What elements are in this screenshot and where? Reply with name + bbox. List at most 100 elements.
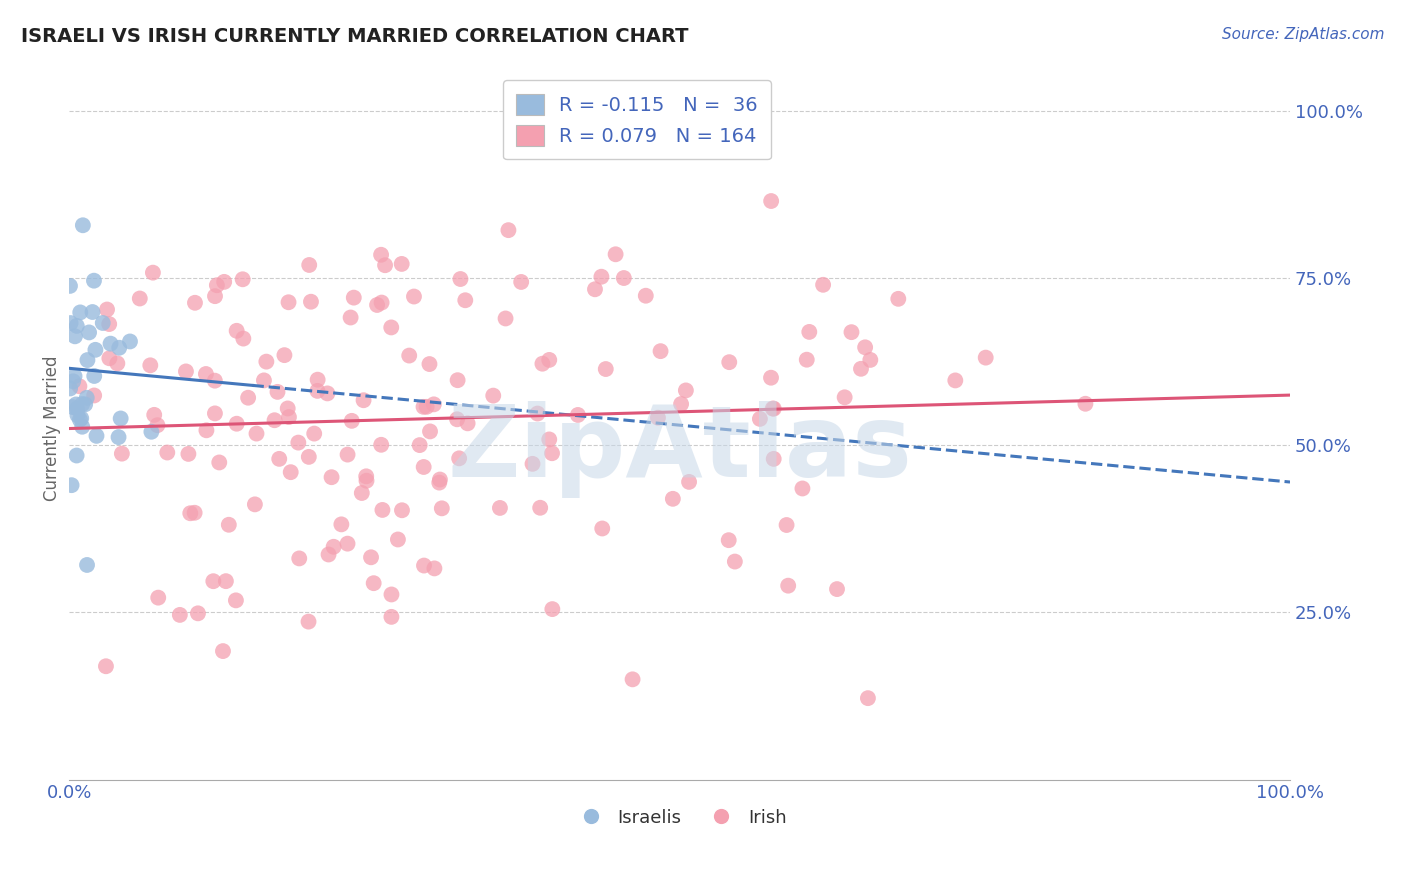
Point [330, 517, 353, 532]
Point [269, 451, 291, 466]
Point [591, 269, 613, 284]
Point [366, 298, 388, 312]
Point [225, 324, 247, 338]
Y-axis label: Currently Married: Currently Married [44, 356, 60, 501]
Point [370, 438, 392, 452]
Point [526, 407, 548, 421]
Point [187, 607, 209, 621]
Point [974, 351, 997, 365]
Point [236, 391, 259, 405]
Point [204, 289, 226, 303]
Point [717, 533, 740, 548]
Point [66, 318, 89, 333]
Point [212, 644, 235, 658]
Point [76, 391, 98, 405]
Point [141, 425, 163, 439]
Point [724, 555, 747, 569]
Point [360, 550, 382, 565]
Point [72, 219, 94, 233]
Point [449, 451, 471, 466]
Point [107, 430, 129, 444]
Point [169, 607, 191, 622]
Point [297, 615, 319, 629]
Point [418, 357, 440, 371]
Point [336, 448, 359, 462]
Point [775, 518, 797, 533]
Point [91, 316, 114, 330]
Point [94, 659, 117, 673]
Point [82, 305, 104, 319]
Text: ISRAELI VS IRISH CURRENTLY MARRIED CORRELATION CHART: ISRAELI VS IRISH CURRENTLY MARRIED CORRE… [21, 27, 689, 45]
Point [853, 340, 876, 354]
Point [336, 536, 359, 550]
Point [398, 349, 420, 363]
Point [538, 352, 561, 367]
Point [430, 501, 453, 516]
Point [299, 294, 322, 309]
Point [266, 384, 288, 399]
Point [605, 247, 627, 261]
Point [1074, 397, 1097, 411]
Point [108, 341, 131, 355]
Point [423, 397, 446, 411]
Point [583, 282, 606, 296]
Point [98, 351, 121, 366]
Point [799, 325, 821, 339]
Point [859, 352, 882, 367]
Point [183, 506, 205, 520]
Point [634, 289, 657, 303]
Point [204, 374, 226, 388]
Point [179, 506, 201, 520]
Point [322, 540, 344, 554]
Point [253, 373, 276, 387]
Point [243, 497, 266, 511]
Point [62, 375, 84, 389]
Point [370, 248, 392, 262]
Point [350, 486, 373, 500]
Point [446, 412, 468, 426]
Point [423, 561, 446, 575]
Point [446, 373, 468, 387]
Point [380, 320, 402, 334]
Point [105, 356, 128, 370]
Point [811, 277, 834, 292]
Point [856, 691, 879, 706]
Point [419, 425, 441, 439]
Point [75, 397, 97, 411]
Point [83, 369, 105, 384]
Point [70, 419, 93, 434]
Point [298, 258, 321, 272]
Point [356, 474, 378, 488]
Point [277, 295, 299, 310]
Point [59, 279, 82, 293]
Point [380, 610, 402, 624]
Point [825, 582, 848, 596]
Point [316, 386, 339, 401]
Point [215, 574, 238, 589]
Point [277, 401, 299, 416]
Point [412, 400, 434, 414]
Point [86, 429, 108, 443]
Point [83, 274, 105, 288]
Point [263, 413, 285, 427]
Point [225, 593, 247, 607]
Point [762, 451, 785, 466]
Point [307, 373, 329, 387]
Point [762, 401, 785, 416]
Point [567, 408, 589, 422]
Point [232, 272, 254, 286]
Point [302, 426, 325, 441]
Point [408, 438, 430, 452]
Point [60, 400, 83, 414]
Point [142, 266, 165, 280]
Point [343, 291, 366, 305]
Point [60, 478, 83, 492]
Point [427, 475, 450, 490]
Point [354, 469, 377, 483]
Point [148, 591, 170, 605]
Point [531, 357, 554, 371]
Point [374, 258, 396, 272]
Point [522, 457, 544, 471]
Point [669, 397, 692, 411]
Point [538, 433, 561, 447]
